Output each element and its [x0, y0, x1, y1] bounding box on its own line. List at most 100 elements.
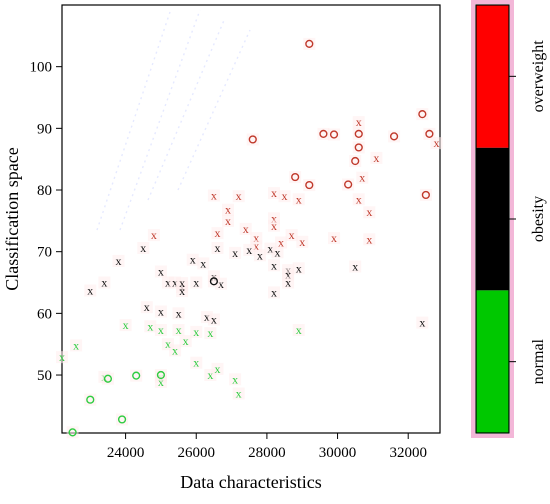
- point-marker-x: x: [267, 242, 273, 256]
- point-halo: [419, 188, 432, 201]
- point-halo: [211, 241, 224, 254]
- y-tick-label: 50: [37, 368, 52, 384]
- point-halo: [229, 373, 242, 386]
- point-marker-circle: [425, 129, 434, 138]
- point-halo: [211, 362, 224, 375]
- point-marker-x: x: [200, 256, 206, 270]
- point-halo: [169, 344, 182, 357]
- point-marker-x: x: [331, 231, 337, 245]
- point-marker-x: x: [207, 368, 213, 382]
- x-tick-label: 28000: [248, 445, 286, 461]
- point-marker-x: x: [147, 319, 153, 333]
- point-marker-x: x: [278, 235, 284, 249]
- point-marker-x: x: [285, 268, 291, 282]
- point-marker-circle: [156, 370, 166, 380]
- point-marker-circle: [86, 395, 95, 404]
- point-marker-x: x: [225, 203, 231, 217]
- point-halo: [349, 260, 362, 273]
- colorbar-label-normal: normal: [530, 338, 547, 384]
- point-halo: [282, 276, 295, 289]
- point-halo: [147, 229, 160, 242]
- point-halo: [267, 286, 280, 299]
- point-halo: [352, 116, 365, 129]
- point-marker-x: x: [246, 243, 252, 257]
- point-halo: [172, 307, 185, 320]
- point-marker-x: x: [373, 151, 379, 165]
- point-marker-circle: [389, 132, 399, 141]
- point-marker-circle: [132, 371, 141, 380]
- point-halo: [211, 227, 224, 240]
- point-marker-circle: [344, 180, 353, 189]
- point-marker-x: x: [257, 248, 263, 262]
- point-marker-circle: [305, 39, 314, 48]
- point-halo: [349, 155, 362, 168]
- point-halo: [222, 203, 235, 216]
- point-halo: [342, 178, 355, 191]
- point-marker-x: x: [211, 313, 217, 327]
- point-halo: [388, 130, 401, 143]
- point-marker-x: x: [123, 318, 129, 332]
- plot-frame: [61, 4, 441, 434]
- point-marker-x: x: [214, 362, 220, 376]
- point-marker-x: x: [419, 316, 425, 330]
- point-marker-x: x: [193, 276, 199, 290]
- colorbar-label-obesity: obesity: [530, 196, 547, 242]
- point-marker-x: x: [296, 192, 302, 206]
- point-marker-x: x: [299, 235, 305, 249]
- point-halo: [292, 262, 305, 275]
- point-marker-x: x: [289, 228, 295, 242]
- point-marker-x: x: [236, 387, 242, 401]
- x-tick-label: 26000: [177, 445, 215, 461]
- point-halo: [137, 241, 150, 254]
- point-marker-x: x: [218, 277, 224, 291]
- point-marker-x: x: [271, 186, 277, 200]
- point-marker-circle: [117, 415, 127, 424]
- y-tick-label: 90: [37, 121, 52, 137]
- point-marker-x: x: [172, 343, 178, 357]
- point-halo: [267, 259, 280, 272]
- point-marker-x: x: [433, 136, 439, 150]
- point-marker-circle: [209, 277, 219, 286]
- point-halo: [101, 372, 114, 385]
- point-marker-circle: [248, 135, 257, 144]
- x-tick-label: 24000: [107, 445, 145, 461]
- point-halo: [275, 236, 288, 249]
- point-halo: [140, 301, 153, 314]
- point-halo: [296, 235, 309, 248]
- point-halo: [416, 108, 429, 121]
- point-halo: [190, 276, 203, 289]
- point-marker-x: x: [73, 338, 79, 352]
- point-marker-circle: [421, 190, 430, 200]
- point-halo: [154, 265, 167, 278]
- point-halo: [130, 369, 143, 382]
- point-halo: [197, 257, 210, 270]
- point-halo: [285, 229, 298, 242]
- point-halo: [267, 187, 280, 200]
- x-axis-label: Data characteristics: [180, 472, 321, 492]
- point-halo: [154, 369, 167, 382]
- point-marker-x: x: [207, 326, 213, 340]
- point-halo: [84, 284, 97, 297]
- point-halo: [98, 276, 111, 289]
- point-halo: [292, 193, 305, 206]
- point-halo: [328, 128, 341, 141]
- point-marker-x: x: [165, 337, 171, 351]
- colorbar-label-overweight: overweight: [530, 40, 547, 113]
- point-halo: [204, 327, 217, 340]
- point-marker-x: x: [158, 375, 164, 389]
- point-marker-circle: [354, 129, 363, 138]
- point-halo: [154, 305, 167, 318]
- y-tick-label: 80: [37, 183, 52, 199]
- point-halo: [292, 324, 305, 337]
- point-halo: [352, 127, 365, 140]
- point-halo: [229, 246, 242, 259]
- point-halo: [430, 137, 443, 150]
- point-marker-circle: [354, 143, 363, 152]
- point-marker-x: x: [190, 253, 196, 267]
- point-marker-x: x: [282, 189, 288, 203]
- point-marker-x: x: [296, 323, 302, 337]
- point-marker-x: x: [232, 372, 238, 386]
- point-halo: [176, 277, 189, 290]
